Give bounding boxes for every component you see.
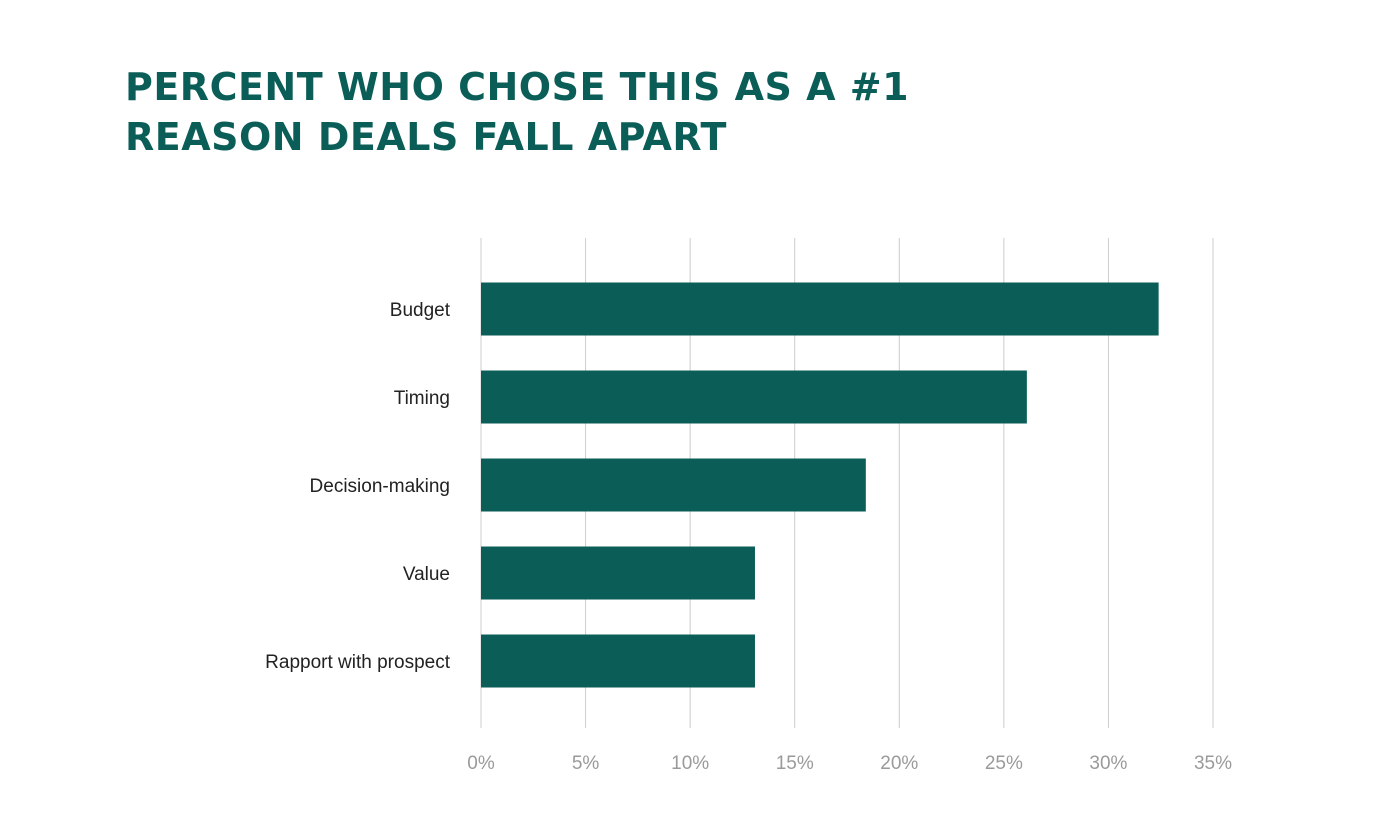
category-label: Value <box>403 564 450 585</box>
x-tick-label: 20% <box>880 753 918 774</box>
bar <box>481 458 866 512</box>
x-tick-label: 25% <box>985 753 1023 774</box>
bar <box>481 282 1159 336</box>
x-tick-label: 15% <box>776 753 814 774</box>
chart-title: PERCENT WHO CHOSE THIS AS A #1 REASON DE… <box>125 65 910 159</box>
category-label: Rapport with prospect <box>265 652 451 673</box>
bar <box>481 634 755 688</box>
category-label: Decision-making <box>310 476 450 497</box>
x-tick-label: 0% <box>467 753 495 774</box>
bar <box>481 370 1027 424</box>
bar <box>481 546 755 600</box>
x-tick-label: 30% <box>1089 753 1127 774</box>
bars <box>481 282 1159 688</box>
x-tick-label: 5% <box>572 753 600 774</box>
category-label: Budget <box>390 300 451 321</box>
x-tick-label: 35% <box>1194 753 1232 774</box>
x-axis-tick-labels: 0% 5% 10% 15% 20% 25% 30% 35% <box>467 753 1232 774</box>
category-labels: Budget Timing Decision-making Value Rapport … <box>265 300 451 673</box>
x-tick-label: 10% <box>671 753 709 774</box>
category-label: Timing <box>394 388 450 409</box>
